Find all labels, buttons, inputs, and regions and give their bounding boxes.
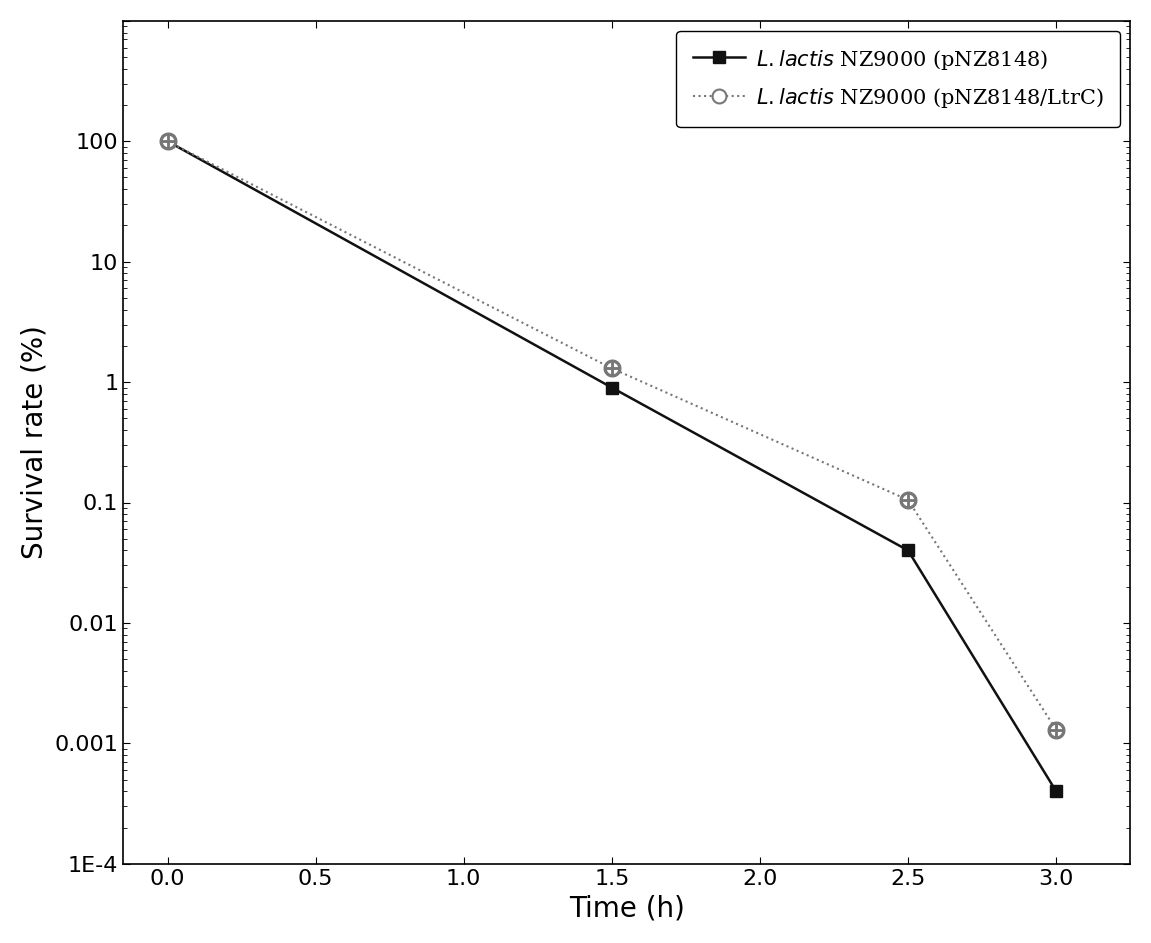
Legend: $\it{L.lactis}$ NZ9000 (pNZ8148), $\it{L.lactis}$ NZ9000 (pNZ8148/LtrC): $\it{L.lactis}$ NZ9000 (pNZ8148), $\it{L…	[677, 31, 1120, 127]
Y-axis label: Survival rate (%): Survival rate (%)	[21, 325, 48, 559]
X-axis label: Time (h): Time (h)	[569, 894, 685, 922]
